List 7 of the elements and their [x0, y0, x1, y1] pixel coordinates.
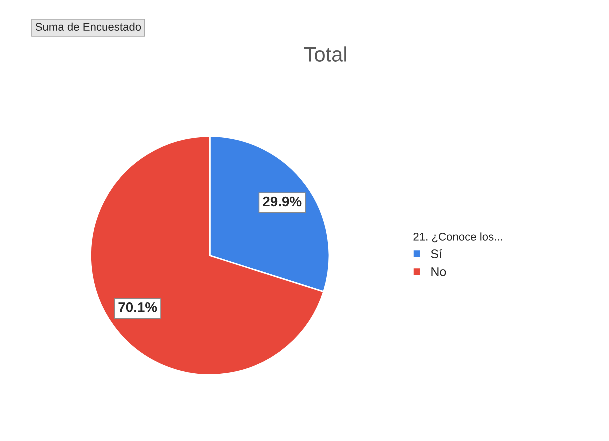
- legend-label: No: [432, 268, 446, 276]
- chart-title: Total: [304, 46, 346, 62]
- legend-title: 21. ¿Conoce los...: [414, 232, 502, 243]
- data-label: 29.9%: [263, 196, 302, 207]
- legend-label: Sí: [431, 249, 442, 258]
- data-label: 70.1%: [118, 302, 158, 312]
- text: Suma de Encuestado: [36, 22, 142, 31]
